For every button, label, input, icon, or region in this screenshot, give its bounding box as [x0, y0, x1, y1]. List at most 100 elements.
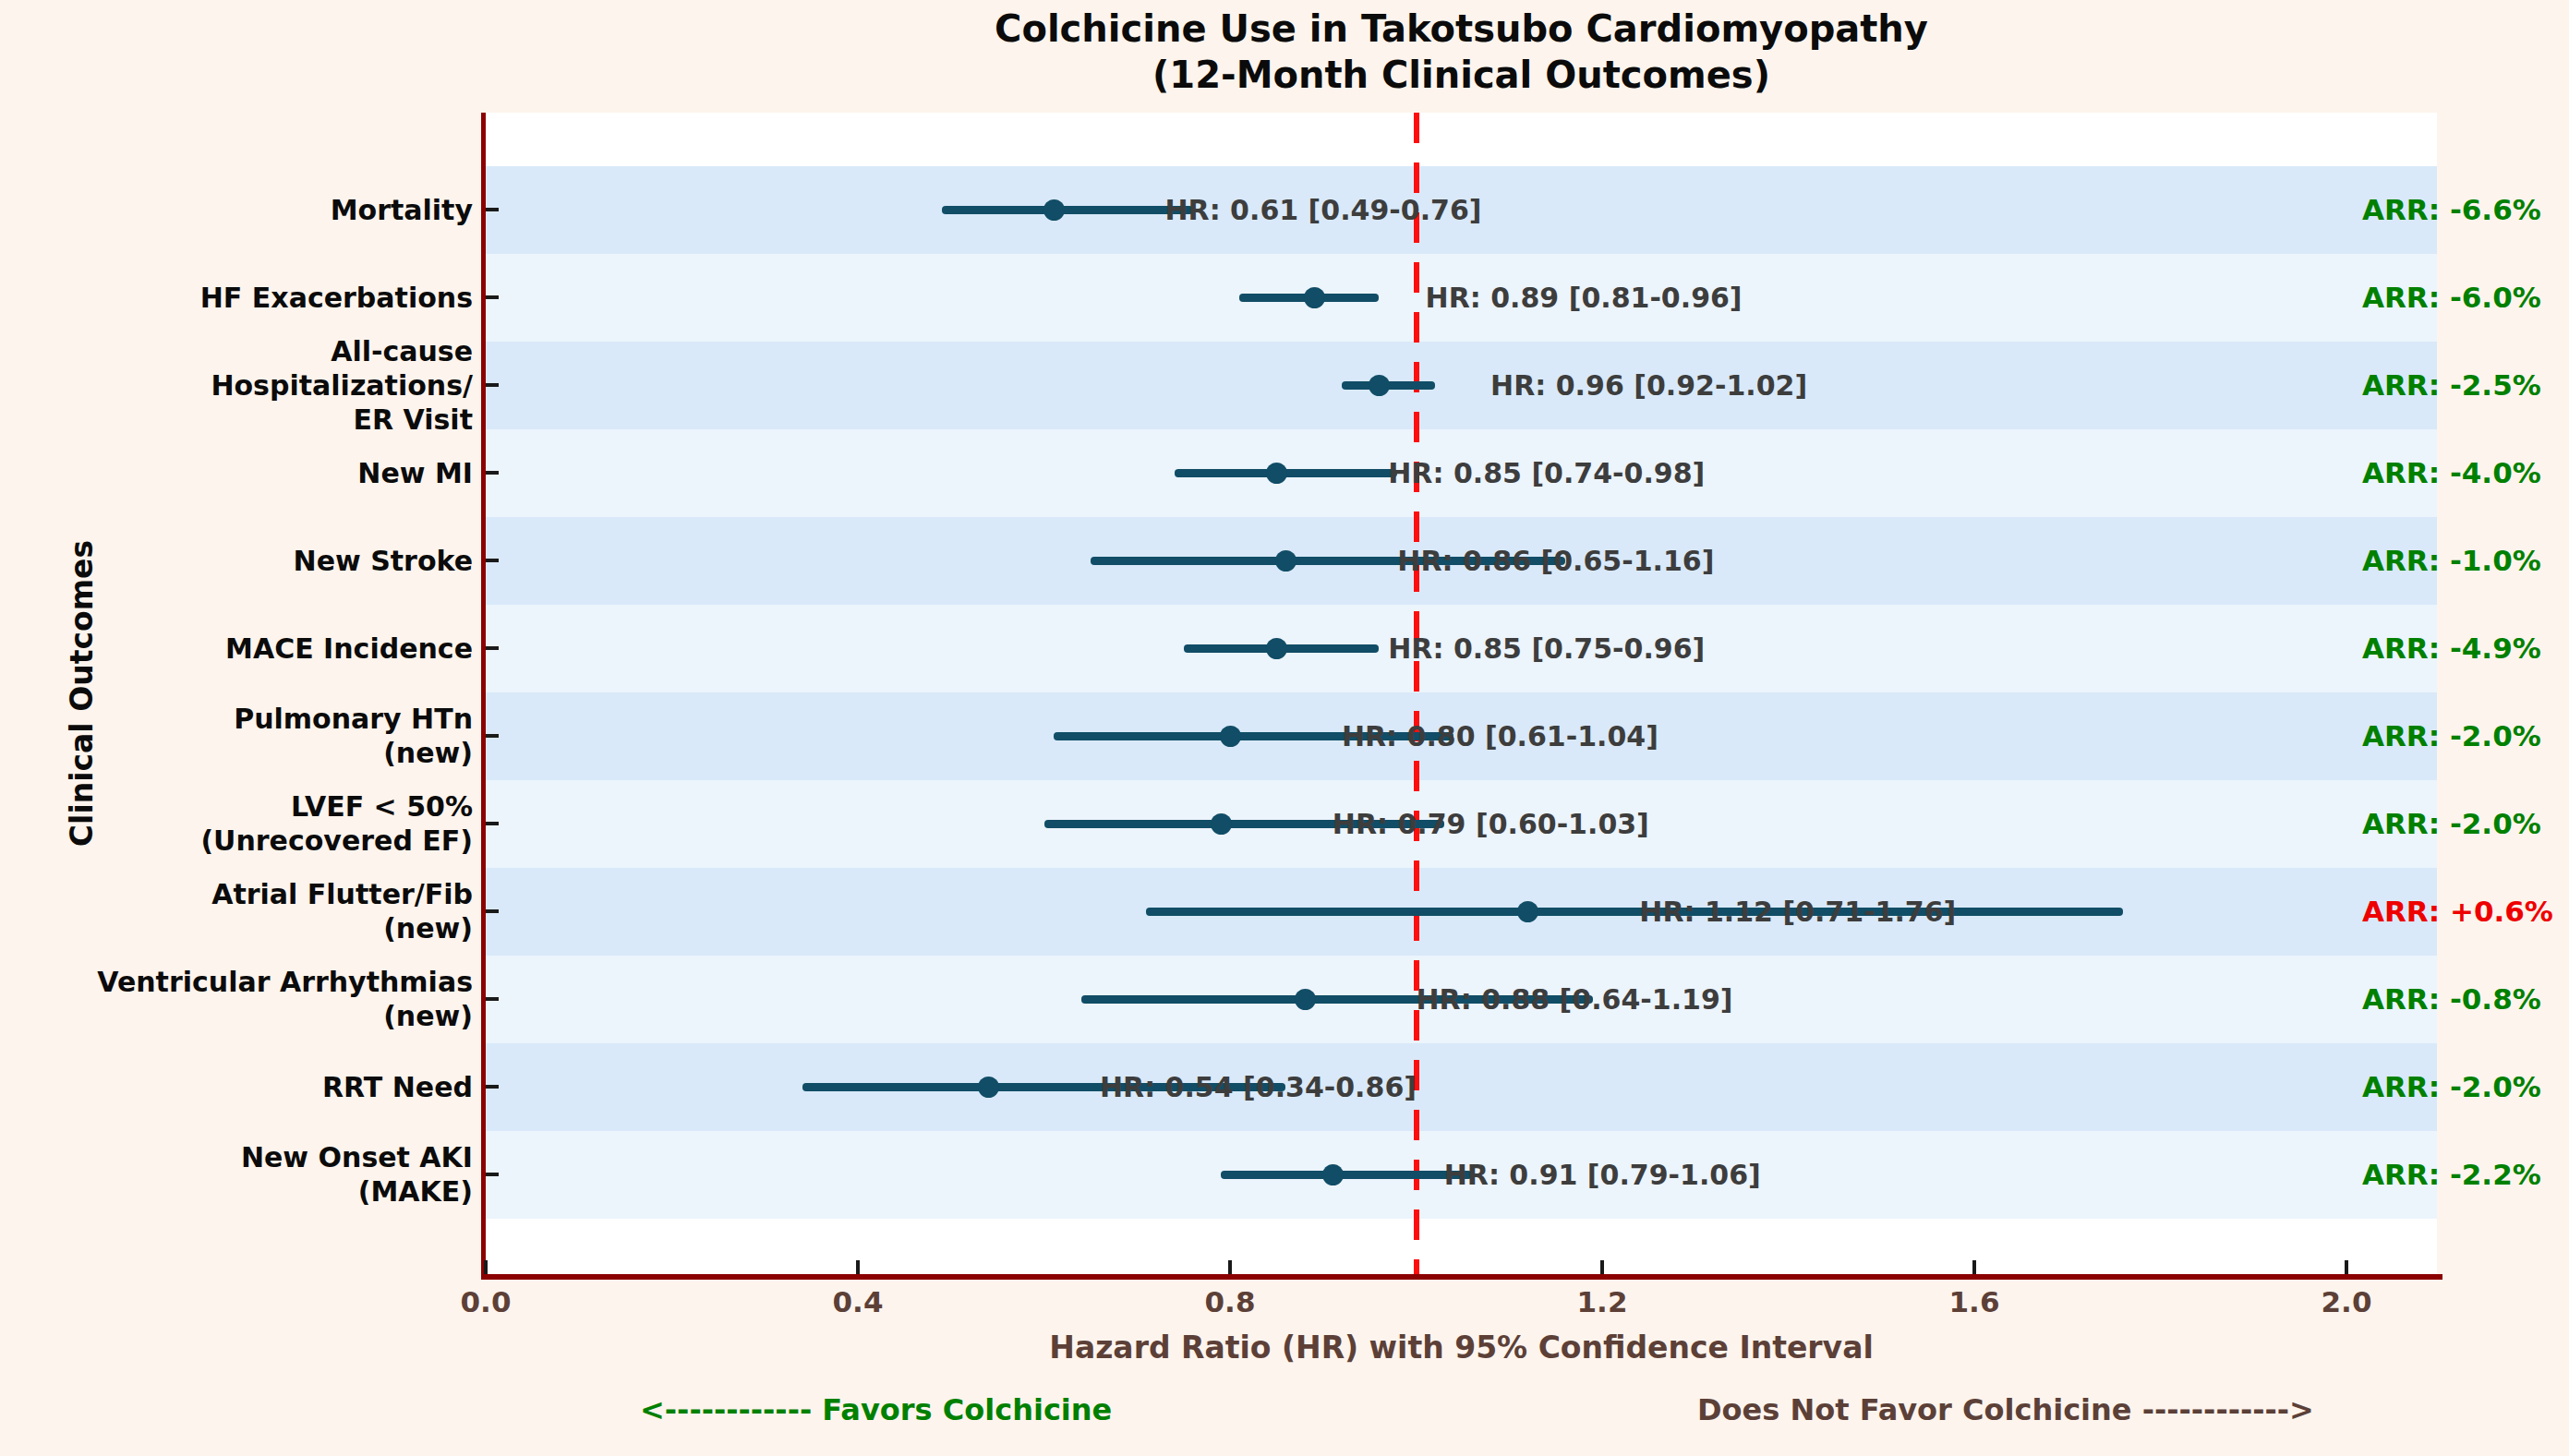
hr-point-marker [1295, 989, 1316, 1010]
y-axis-tick [486, 997, 499, 1001]
outcome-tick-label-line: New Stroke [294, 544, 473, 578]
hr-value-label: HR: 0.85 [0.75-0.96] [1388, 632, 1705, 665]
chart-title-line1: Colchicine Use in Takotsubo Cardiomyopat… [486, 6, 2437, 52]
hr-point-marker [1043, 199, 1065, 221]
y-axis-tick [486, 208, 499, 211]
y-axis-tick [486, 471, 499, 475]
arr-value-label: ARR: +0.6% [2362, 895, 2553, 928]
outcome-tick-label-line: (new) [234, 736, 473, 770]
outcome-tick-label-line: (new) [211, 911, 473, 945]
hr-value-label: HR: 0.88 [0.64-1.19] [1417, 983, 1733, 1016]
hr-value-label: HR: 0.96 [0.92-1.02] [1490, 369, 1807, 402]
y-axis-label: Clinical Outcomes [64, 540, 100, 847]
x-axis-tick [1600, 1260, 1604, 1274]
confidence-interval-line [1146, 908, 2123, 916]
x-axis-tick-label: 0.0 [461, 1285, 512, 1318]
row-stripe [486, 342, 2437, 429]
arr-value-label: ARR: -4.9% [2362, 632, 2541, 665]
x-axis-tick-label: 1.6 [1949, 1285, 2000, 1318]
row-stripe [486, 1043, 2437, 1131]
y-axis-tick [486, 909, 499, 913]
outcome-tick-label-line: HF Exacerbations [200, 281, 473, 315]
y-axis-tick [486, 383, 499, 387]
outcome-tick-label: New Stroke [294, 544, 473, 578]
outcome-tick-label: Ventricular Arrhythmias(new) [97, 965, 473, 1033]
forest-plot-figure: Colchicine Use in Takotsubo Cardiomyopat… [0, 0, 2569, 1456]
hr-point-marker [1322, 1164, 1344, 1185]
hr-point-marker [1211, 813, 1232, 835]
outcome-tick-label: Mortality [331, 193, 473, 227]
arr-value-label: ARR: -2.0% [2362, 807, 2541, 840]
outcome-tick-label-line: (MAKE) [241, 1174, 473, 1209]
y-axis-tick [486, 646, 499, 650]
hr-point-marker [978, 1077, 999, 1098]
arr-value-label: ARR: -2.2% [2362, 1158, 2541, 1191]
x-axis-tick-label: 2.0 [2322, 1285, 2372, 1318]
outcome-tick-label: New MI [357, 456, 473, 490]
hr-point-marker [1220, 726, 1241, 747]
hr-value-label: HR: 0.61 [0.49-0.76] [1164, 194, 1481, 226]
outcome-tick-label-line: ER Visit [211, 403, 473, 437]
outcome-tick-label: LVEF < 50%(Unrecovered EF) [200, 789, 473, 858]
hr-point-marker [1304, 287, 1325, 308]
x-axis-tick-label: 0.4 [833, 1285, 884, 1318]
outcome-tick-label-line: Pulmonary HTn [234, 702, 473, 736]
outcome-tick-label-line: MACE Incidence [225, 632, 473, 666]
x-axis-tick [856, 1260, 860, 1274]
chart-title: Colchicine Use in Takotsubo Cardiomyopat… [486, 6, 2437, 98]
favors-colchicine-annotation: <------------ Favors Colchicine [640, 1392, 1112, 1427]
arr-value-label: ARR: -6.0% [2362, 281, 2541, 314]
y-axis-tick [486, 1085, 499, 1089]
outcome-tick-label: Pulmonary HTn(new) [234, 702, 473, 770]
hr-value-label: HR: 0.54 [0.34-0.86] [1100, 1071, 1417, 1103]
outcome-tick-label: New Onset AKI(MAKE) [241, 1140, 473, 1209]
confidence-interval-line [1221, 1171, 1472, 1179]
outcome-tick-label-line: (Unrecovered EF) [200, 824, 473, 858]
y-axis-tick [486, 1173, 499, 1176]
y-axis-tick [486, 559, 499, 562]
arr-value-label: ARR: -1.0% [2362, 544, 2541, 577]
arr-value-label: ARR: -2.5% [2362, 368, 2541, 402]
outcome-tick-label-line: (new) [97, 999, 473, 1033]
outcome-tick-label-line: Ventricular Arrhythmias [97, 965, 473, 999]
outcome-tick-label: All-causeHospitalizations/ER Visit [211, 334, 473, 437]
outcome-tick-label: Atrial Flutter/Fib(new) [211, 877, 473, 945]
outcome-tick-label-line: LVEF < 50% [200, 789, 473, 824]
outcome-tick-label-line: RRT Need [322, 1070, 473, 1104]
does-not-favor-colchicine-annotation: Does Not Favor Colchicine ------------> [1697, 1392, 2314, 1427]
x-axis-tick [1972, 1260, 1976, 1274]
hr-value-label: HR: 0.89 [0.81-0.96] [1426, 282, 1743, 314]
x-axis-tick-label: 0.8 [1205, 1285, 1256, 1318]
hr-value-label: HR: 1.12 [0.71-1.76] [1639, 896, 1956, 928]
hr-value-label: HR: 0.86 [0.65-1.16] [1397, 545, 1714, 577]
hr-value-label: HR: 0.80 [0.61-1.04] [1342, 720, 1658, 752]
y-axis-tick [486, 822, 499, 825]
outcome-tick-label-line: Hospitalizations/ [211, 368, 473, 403]
outcome-tick-label: HF Exacerbations [200, 281, 473, 315]
arr-value-label: ARR: -2.0% [2362, 719, 2541, 752]
arr-value-label: ARR: -6.6% [2362, 193, 2541, 226]
outcome-tick-label-line: New MI [357, 456, 473, 490]
outcome-tick-label-line: All-cause [211, 334, 473, 368]
hr-value-label: HR: 0.79 [0.60-1.03] [1333, 808, 1649, 840]
x-axis-tick [484, 1260, 488, 1274]
y-axis-tick [486, 295, 499, 299]
x-axis-tick-label: 1.2 [1577, 1285, 1628, 1318]
y-axis-tick [486, 734, 499, 738]
x-axis-label: Hazard Ratio (HR) with 95% Confidence In… [486, 1330, 2437, 1366]
arr-value-label: ARR: -0.8% [2362, 982, 2541, 1016]
arr-value-label: ARR: -4.0% [2362, 456, 2541, 489]
hr-value-label: HR: 0.85 [0.74-0.98] [1388, 457, 1705, 489]
outcome-tick-label: MACE Incidence [225, 632, 473, 666]
outcome-tick-label: RRT Need [322, 1070, 473, 1104]
confidence-interval-line [942, 206, 1193, 214]
outcome-tick-label-line: New Onset AKI [241, 1140, 473, 1174]
plot-area: HR: 0.61 [0.49-0.76]ARR: -6.6%HR: 0.89 [… [486, 113, 2437, 1274]
x-axis-tick [1228, 1260, 1232, 1274]
chart-title-line2: (12-Month Clinical Outcomes) [486, 52, 2437, 98]
outcome-tick-label-line: Atrial Flutter/Fib [211, 877, 473, 911]
arr-value-label: ARR: -2.0% [2362, 1070, 2541, 1103]
x-axis-spine [481, 1274, 2442, 1280]
x-axis-tick [2345, 1260, 2348, 1274]
hr-value-label: HR: 0.91 [0.79-1.06] [1444, 1159, 1761, 1191]
